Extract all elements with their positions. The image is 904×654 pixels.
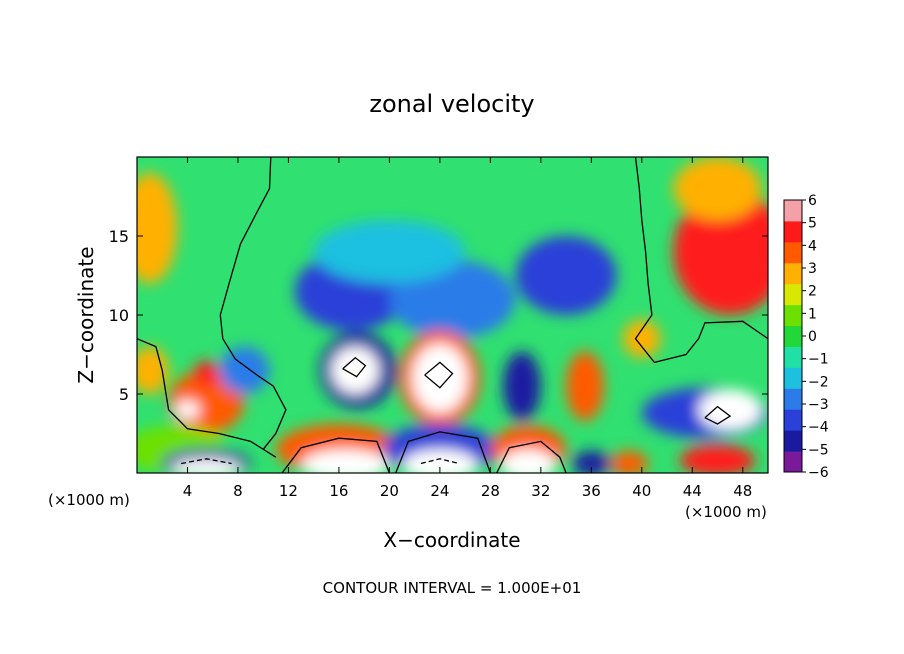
field-blob-10 <box>412 343 468 413</box>
x-tick-label-3: 16 <box>329 482 348 500</box>
colorbar-swatch-6 <box>784 325 802 347</box>
field-blob-11 <box>502 351 541 421</box>
field-blob-2 <box>673 157 762 221</box>
field-blob-12 <box>566 351 604 421</box>
colorbar-tick-label-9: 3 <box>808 261 817 277</box>
field-blob-25 <box>500 449 556 473</box>
x-axis-label: X−coordinate <box>383 528 520 552</box>
colorbar-swatch-11 <box>784 220 802 243</box>
y-tick-label-1: 10 <box>109 306 129 325</box>
contour-line-8 <box>704 405 732 425</box>
colorbar-swatch-4 <box>784 367 802 389</box>
y-axis: 5 10 15 <box>109 227 768 404</box>
contour-lines <box>137 157 768 473</box>
x-tick-label-10: 44 <box>683 482 702 500</box>
colorbar-tick-label-1: −5 <box>808 442 829 458</box>
colorbar-tick-label-8: 2 <box>808 284 817 300</box>
field-blob-28 <box>679 444 756 473</box>
field-blob-31 <box>622 319 661 358</box>
field-blob-1 <box>673 188 768 315</box>
field-blob-6 <box>313 220 466 284</box>
field-blob-32 <box>219 346 270 394</box>
colorbar-swatch-1 <box>784 430 802 452</box>
colorbar-tick-label-12: 6 <box>808 193 817 209</box>
colorbar-tick-label-7: 1 <box>808 306 817 322</box>
y-axis-label: Z−coordinate <box>74 246 98 383</box>
x-tick-label-6: 28 <box>481 482 500 500</box>
x-tick-label-11: 48 <box>733 482 752 500</box>
colorbar-swatch-0 <box>784 451 802 473</box>
field-blob-21 <box>301 449 390 473</box>
velocity-field <box>137 157 768 473</box>
colorbar-tick-label-4: −2 <box>808 374 829 390</box>
contour-line-9 <box>181 458 232 465</box>
colorbar-swatch-10 <box>784 241 802 264</box>
colorbar-tick-label-5: −1 <box>808 352 829 368</box>
colorbar-swatch-7 <box>784 304 802 327</box>
contour-line-6 <box>342 356 367 378</box>
field-blob-27 <box>610 450 649 473</box>
x-tick-label-2: 12 <box>279 482 298 500</box>
colorbar-tick-label-11: 5 <box>808 216 817 232</box>
contour-line-5 <box>496 440 567 473</box>
colorbar-tick-label-6: 0 <box>808 329 817 345</box>
x-tick-label-5: 24 <box>430 482 449 500</box>
field-blob-15 <box>174 400 201 420</box>
field-blob-26 <box>572 450 611 473</box>
x-tick-label-9: 40 <box>632 482 651 500</box>
field-blob-19 <box>171 458 242 473</box>
x-tick-label-4: 20 <box>380 482 399 500</box>
colorbar: −6 −5 −4 −3 −2 −1 0 1 2 3 4 5 6 <box>783 193 829 481</box>
field-blob-23 <box>402 449 478 473</box>
contour-line-10 <box>420 458 459 465</box>
colorbar-swatch-12 <box>784 200 802 222</box>
field-blobs <box>137 157 768 473</box>
contour-line-7 <box>424 361 454 389</box>
contour-interval-note: CONTOUR INTERVAL = 1.000E+01 <box>323 579 582 597</box>
x-tick-label-0: 4 <box>183 482 193 500</box>
field-blob-30 <box>698 389 762 431</box>
x-axis: 4 8 12 16 20 24 28 32 36 40 44 48 <box>183 157 752 500</box>
x-tick-label-7: 32 <box>531 482 550 500</box>
colorbar-swatch-8 <box>784 283 802 306</box>
colorbar-swatch-2 <box>784 409 802 431</box>
colorbar-swatch-9 <box>784 262 802 285</box>
colorbar-swatch-5 <box>784 346 802 368</box>
x-unit-left: (×1000 m) <box>48 491 130 509</box>
field-blob-5 <box>515 236 617 315</box>
x-tick-label-8: 36 <box>582 482 601 500</box>
chart-title: zonal velocity <box>369 90 534 118</box>
colorbar-tick-label-3: −3 <box>808 397 829 413</box>
y-tick-label-2: 15 <box>109 227 129 246</box>
field-blob-14 <box>193 360 220 387</box>
colorbar-swatch-3 <box>784 388 802 410</box>
colorbar-tick-label-0: −6 <box>808 465 829 481</box>
y-tick-label-0: 5 <box>119 385 129 404</box>
contour-line-4 <box>395 431 492 473</box>
field-blob-8 <box>331 346 380 394</box>
colorbar-tick-label-10: 4 <box>808 238 817 254</box>
x-unit-right: (×1000 m) <box>685 503 767 521</box>
field-blob-16 <box>137 346 169 394</box>
x-tick-label-1: 8 <box>233 482 243 500</box>
colorbar-tick-label-2: −4 <box>808 420 829 436</box>
contour-line-2 <box>137 338 277 458</box>
contour-line-3 <box>281 437 391 473</box>
field-blob-0 <box>137 172 178 284</box>
contour-line-0 <box>219 157 287 450</box>
contour-line-1 <box>634 157 768 364</box>
